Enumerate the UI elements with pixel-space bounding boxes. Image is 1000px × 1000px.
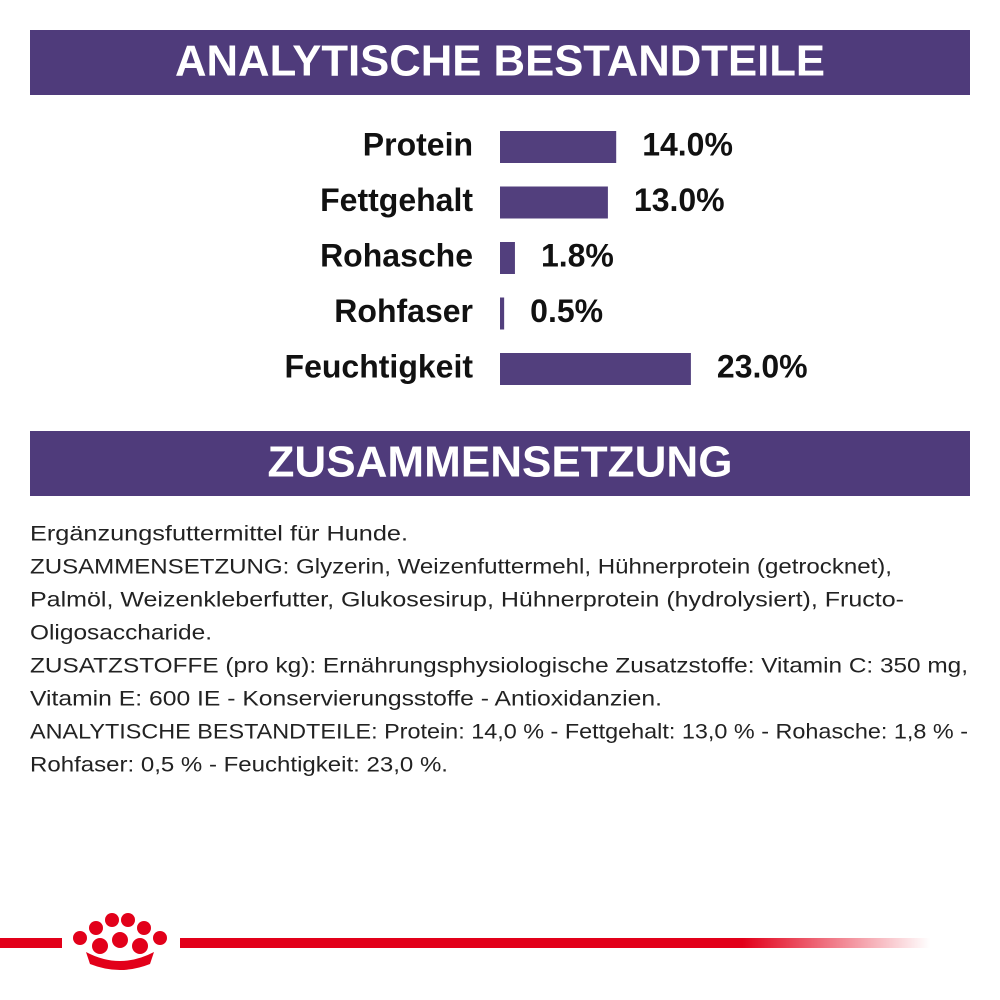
bar <box>500 242 515 274</box>
value-label: 14.0% <box>642 126 733 162</box>
header-band <box>30 431 970 496</box>
text-line: Palmöl, Weizenkleberfutter, Glukosesirup… <box>30 589 904 612</box>
bar <box>500 353 691 385</box>
text-line: ZUSATZSTOFFE (pro kg): Ernährungsphysiol… <box>30 655 968 678</box>
value-label: 1.8% <box>541 237 614 273</box>
category-label: Protein <box>363 126 473 162</box>
composition-text: Ergänzungsfuttermittel für Hunde. ZUSAMME… <box>30 523 968 777</box>
text-line: Ergänzungsfuttermittel für Hunde. <box>30 523 408 546</box>
category-label: Rohasche <box>320 237 473 273</box>
crown-logo <box>73 913 167 970</box>
bar-chart: Protein 14.0% Fettgehalt 13.0% Rohasche 1.8% R… <box>285 126 808 385</box>
section-title: ANALYTISCHE BESTANDTEILE <box>175 37 825 86</box>
text-line: Rohfaser: 0,5 % - Feuchtigkeit: 23,0 %. <box>30 754 448 777</box>
category-label: Rohfaser <box>334 293 473 329</box>
text-line: Vitamin E: 600 IE - Konservierungsstoffe… <box>30 688 662 711</box>
text-line: ZUSAMMENSETZUNG: Glyzerin, Weizenfutterm… <box>30 556 892 579</box>
category-label: Fettgehalt <box>320 182 473 218</box>
value-label: 23.0% <box>717 348 808 384</box>
brand-line <box>180 938 930 948</box>
header-band <box>30 30 970 95</box>
bar <box>500 186 608 219</box>
category-label: Feuchtigkeit <box>285 348 474 384</box>
bar <box>500 131 617 163</box>
value-label: 13.0% <box>634 182 725 218</box>
brand-line <box>0 938 62 948</box>
text-line: ANALYTISCHE BESTANDTEILE: Protein: 14,0 … <box>30 721 968 744</box>
section-title: ZUSAMMENSETZUNG <box>268 438 733 487</box>
text-line: Oligosaccharide. <box>30 622 212 645</box>
bar <box>500 297 505 330</box>
value-label: 0.5% <box>530 293 603 329</box>
